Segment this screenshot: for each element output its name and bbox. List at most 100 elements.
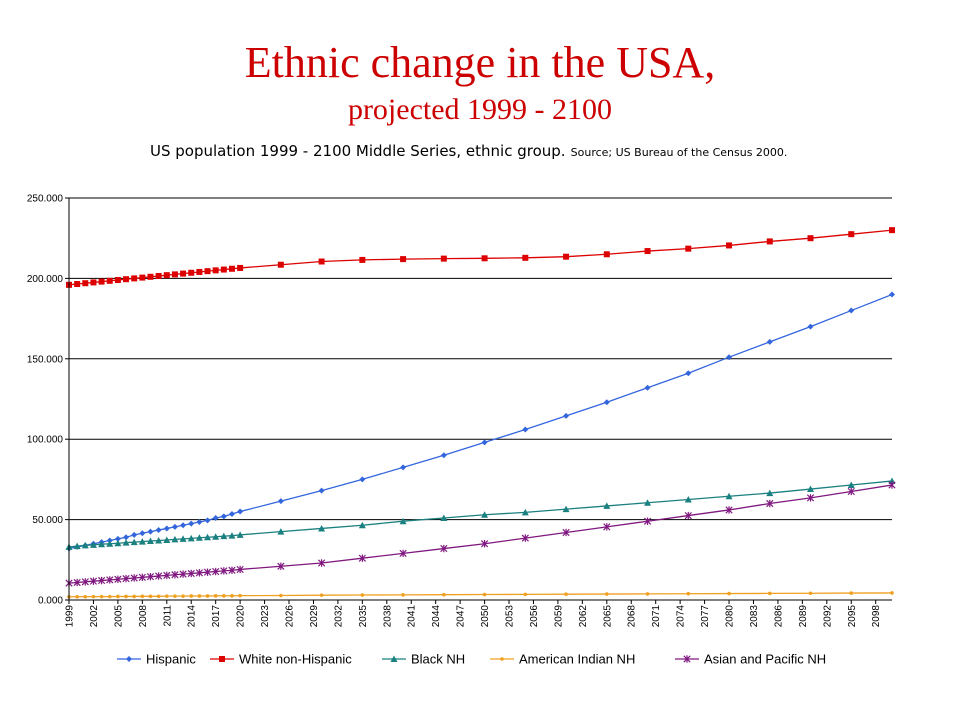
series-line [68, 484, 893, 584]
data-point [481, 511, 489, 518]
data-point [147, 528, 154, 535]
data-point [107, 594, 112, 599]
data-point [73, 578, 81, 587]
series-line [68, 229, 893, 286]
data-point [114, 539, 122, 547]
data-point [196, 268, 203, 275]
data-point [123, 534, 130, 541]
data-point [147, 273, 154, 280]
data-point [213, 594, 218, 598]
data-point [726, 354, 733, 361]
data-point [766, 338, 773, 345]
data-point [155, 537, 163, 544]
data-point [163, 272, 170, 279]
data-point [277, 562, 285, 570]
x-tick-label: 2092 [822, 605, 833, 628]
legend-label: Hispanic [146, 652, 196, 667]
data-point [188, 520, 195, 527]
data-point [195, 534, 203, 541]
x-tick-label: 2050 [480, 605, 491, 628]
data-point [319, 593, 324, 597]
data-point [400, 464, 407, 471]
data-point [196, 519, 203, 526]
data-point [685, 370, 692, 377]
data-point [605, 592, 609, 596]
data-point [138, 538, 146, 545]
x-tick-label: 2086 [773, 605, 784, 628]
data-point [360, 593, 365, 597]
legend-item-american-indian-nh: American Indian NH [490, 652, 635, 667]
x-tick-label: 2014 [187, 605, 198, 628]
data-point [123, 276, 130, 283]
data-point [91, 594, 96, 599]
data-point [130, 574, 138, 582]
x-tick-label: 2065 [602, 605, 613, 628]
data-point [399, 517, 407, 525]
data-point [90, 279, 97, 286]
data-point [228, 566, 236, 574]
data-point [236, 531, 244, 538]
data-point [521, 534, 529, 542]
chart-title: US population 1999 - 2100 Middle Series,… [150, 141, 787, 160]
x-tick-label: 2023 [260, 605, 271, 628]
slide-title: Ethnic change in the USA, [244, 38, 716, 87]
y-tick-label: 50.000 [32, 515, 63, 526]
data-point [847, 487, 855, 496]
data-point [564, 592, 568, 597]
chart-title-main: US population 1999 - 2100 Middle Series,… [150, 142, 566, 160]
data-point [359, 476, 366, 483]
data-point [806, 494, 815, 502]
x-tick-label: 2002 [89, 605, 100, 628]
data-point [440, 514, 448, 521]
data-point [181, 594, 185, 598]
legend-item-asian-and-pacific-nh: Asian and Pacific NH [675, 652, 826, 667]
data-point [82, 280, 89, 287]
data-point [179, 570, 187, 578]
legend-label: American Indian NH [519, 652, 635, 667]
x-tick-label: 2080 [725, 605, 736, 628]
data-point [220, 513, 227, 520]
data-point [727, 591, 731, 596]
data-point [73, 542, 81, 550]
data-point [89, 577, 98, 585]
data-point [187, 534, 195, 542]
legend-label: Black NH [411, 652, 465, 667]
data-point [481, 439, 488, 446]
data-point [277, 261, 284, 268]
data-point [236, 565, 244, 574]
data-point [188, 269, 195, 276]
data-point [563, 253, 570, 260]
data-point [726, 242, 733, 249]
data-point [98, 540, 106, 548]
data-point [173, 594, 177, 598]
data-point [106, 277, 113, 284]
data-point [807, 323, 814, 330]
data-point [766, 499, 774, 508]
data-point [132, 594, 136, 599]
data-point [140, 594, 145, 599]
y-tick-label: 250.000 [27, 194, 64, 205]
data-point [171, 571, 179, 579]
data-point [318, 524, 326, 532]
data-point [89, 541, 97, 548]
data-point [888, 477, 896, 485]
data-point [155, 572, 163, 580]
x-tick-label: 2059 [553, 605, 564, 628]
data-point [317, 559, 326, 567]
data-point [766, 238, 773, 245]
data-point [237, 264, 244, 271]
data-point [643, 517, 652, 525]
y-tick-label: 0.000 [38, 596, 63, 607]
data-point [277, 498, 284, 505]
data-point [122, 539, 130, 546]
data-point [847, 481, 855, 489]
legend-item-black-nh: Black NH [382, 652, 465, 667]
data-point [220, 266, 227, 273]
data-point [889, 227, 895, 234]
x-tick-label: 2005 [113, 605, 124, 628]
data-point [230, 594, 234, 598]
series-asian-and-pacific-nh [65, 481, 896, 587]
data-point [106, 540, 114, 547]
data-point [440, 255, 447, 262]
data-point [358, 554, 366, 562]
